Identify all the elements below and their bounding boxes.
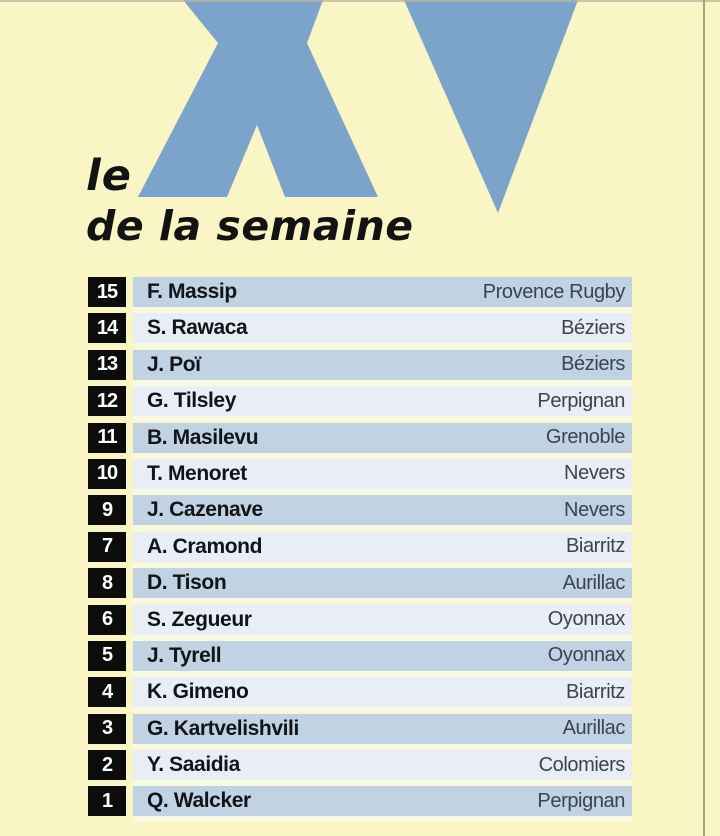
- player-club: Oyonnax: [547, 644, 626, 667]
- player-row-band: J. Tyrell Oyonnax: [133, 640, 632, 671]
- player-name: Q. Walcker: [147, 789, 251, 813]
- player-club: Nevers: [564, 462, 625, 485]
- player-name: S. Rawaca: [147, 316, 248, 340]
- player-row-band: K. Gimeno Biarritz: [133, 677, 632, 708]
- player-club: Aurillac: [562, 717, 626, 740]
- player-club: Grenoble: [545, 426, 625, 449]
- player-name: T. Menoret: [147, 461, 247, 485]
- player-name: B. Masilevu: [147, 425, 259, 449]
- logo-word-de-la-semaine: de la semaine: [86, 202, 414, 250]
- player-row-band: J. Cazenave Nevers: [133, 495, 632, 526]
- player-row-band: G. Tilsley Perpignan: [133, 386, 632, 417]
- player-name: D. Tison: [147, 571, 227, 595]
- player-number-badge: 12: [88, 386, 126, 417]
- player-row-band: T. Menoret Nevers: [133, 458, 632, 489]
- player-number-badge: 2: [88, 750, 126, 781]
- player-number-badge: 5: [88, 640, 126, 671]
- player-row-band: F. Massip Provence Rugby: [133, 277, 632, 307]
- player-club: Aurillac: [562, 571, 626, 594]
- v-letter-shape: [404, 0, 578, 213]
- player-club: Béziers: [561, 316, 625, 339]
- team-list: 15 F. Massip Provence Rugby 14 S. Rawaca…: [88, 277, 632, 823]
- player-row: 1 Q. Walcker Perpignan: [88, 786, 632, 817]
- player-number-badge: 1: [88, 786, 126, 817]
- player-row: 7 A. Cramond Biarritz: [88, 531, 632, 562]
- player-club: Perpignan: [537, 789, 625, 812]
- player-row-band: J. Poï Béziers: [133, 349, 632, 380]
- player-number-badge: 13: [88, 349, 126, 380]
- player-row: 3 G. Kartvelishvili Aurillac: [88, 713, 632, 744]
- player-name: J. Tyrell: [147, 643, 222, 667]
- player-number-badge: 3: [88, 713, 126, 744]
- player-row: 8 D. Tison Aurillac: [88, 568, 632, 599]
- player-row: 14 S. Rawaca Béziers: [88, 313, 632, 344]
- player-name: G. Tilsley: [147, 389, 236, 413]
- player-row: 6 S. Zegueur Oyonnax: [88, 604, 632, 635]
- player-number-badge: 9: [88, 495, 126, 526]
- xv-logo: [138, 0, 578, 213]
- player-club: Provence Rugby: [482, 280, 626, 303]
- logo-word-le: le: [86, 151, 132, 201]
- player-name: J. Cazenave: [147, 498, 263, 522]
- player-row: 15 F. Massip Provence Rugby: [88, 277, 632, 307]
- player-row-band: A. Cramond Biarritz: [133, 531, 632, 562]
- player-row-band: Q. Walcker Perpignan: [133, 786, 632, 817]
- player-number-badge: 11: [88, 422, 126, 453]
- player-club: Colomiers: [538, 753, 626, 776]
- player-club: Biarritz: [565, 535, 625, 558]
- player-row: 12 G. Tilsley Perpignan: [88, 386, 632, 417]
- player-row-band: S. Zegueur Oyonnax: [133, 604, 632, 635]
- player-name: F. Massip: [147, 280, 237, 303]
- player-row-band: D. Tison Aurillac: [133, 568, 632, 599]
- player-row: 11 B. Masilevu Grenoble: [88, 422, 632, 453]
- player-row: 2 Y. Saaidia Colomiers: [88, 750, 632, 781]
- player-club: Biarritz: [565, 680, 625, 703]
- player-number-badge: 7: [88, 531, 126, 562]
- player-number-badge: 6: [88, 604, 126, 635]
- player-name: J. Poï: [147, 352, 201, 376]
- player-name: G. Kartvelishvili: [147, 716, 299, 740]
- player-club: Nevers: [564, 498, 625, 521]
- player-row-band: B. Masilevu Grenoble: [133, 422, 632, 453]
- player-number-badge: 14: [88, 313, 126, 344]
- player-club: Perpignan: [537, 389, 625, 412]
- player-name: K. Gimeno: [147, 680, 249, 704]
- player-row: 10 T. Menoret Nevers: [88, 458, 632, 489]
- player-row: 5 J. Tyrell Oyonnax: [88, 640, 632, 671]
- player-club: Béziers: [561, 353, 625, 376]
- player-club: Oyonnax: [547, 608, 626, 631]
- player-name: S. Zegueur: [147, 607, 252, 631]
- top-edge-line: [0, 0, 720, 2]
- player-row-band: S. Rawaca Béziers: [133, 313, 632, 344]
- player-name: Y. Saaidia: [147, 753, 240, 777]
- player-row: 4 K. Gimeno Biarritz: [88, 677, 632, 708]
- right-edge-line: [703, 0, 705, 836]
- player-row-band: Y. Saaidia Colomiers: [133, 750, 632, 781]
- player-number-badge: 8: [88, 568, 126, 599]
- player-number-badge: 10: [88, 458, 126, 489]
- player-row: 13 J. Poï Béziers: [88, 349, 632, 380]
- logo-title: le de la semaine: [86, 155, 414, 247]
- x-letter-shape: [138, 0, 378, 197]
- player-number-badge: 4: [88, 677, 126, 708]
- player-name: A. Cramond: [147, 534, 263, 558]
- player-row-band: G. Kartvelishvili Aurillac: [133, 713, 632, 744]
- player-number-badge: 15: [88, 277, 126, 307]
- player-row: 9 J. Cazenave Nevers: [88, 495, 632, 526]
